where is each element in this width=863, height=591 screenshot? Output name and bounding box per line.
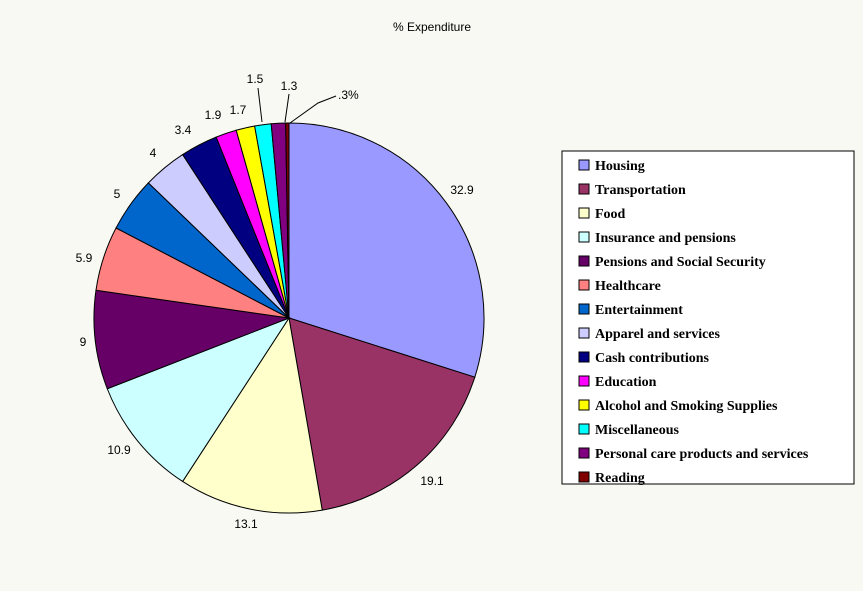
data-labels: 32.9 19.1 13.1 10.9 9 5.9 5 4 3.4 1.9 1.7 1.5 1.3 .3% [76, 72, 474, 531]
pie-slice-reading [285, 122, 290, 319]
pie-slice-food [181, 316, 323, 514]
data-label: 5 [114, 187, 121, 201]
chart-title: % Expenditure [393, 20, 471, 34]
legend-label: Miscellaneous [595, 423, 680, 438]
legend-swatch [578, 423, 590, 435]
legend-label: Healthcare [595, 279, 661, 294]
legend-label: Food [595, 207, 626, 222]
leader-line [289, 95, 337, 124]
leader-line [257, 87, 263, 123]
legend-swatch [578, 375, 590, 387]
data-label: 1.5 [247, 72, 264, 86]
data-label: 4 [150, 146, 157, 160]
legend-swatch [578, 159, 590, 171]
data-label: 19.1 [420, 474, 444, 488]
pie-slice-insurance-and-pensions [106, 316, 291, 483]
legend-label: Reading [595, 471, 645, 486]
data-label: .3% [338, 88, 359, 102]
data-label: 13.1 [234, 517, 258, 531]
legend-swatch [578, 447, 590, 459]
legend-swatch [578, 399, 590, 411]
pie-slices [93, 122, 485, 514]
data-label: 9 [80, 335, 87, 349]
legend-label: Insurance and pensions [595, 231, 736, 246]
legend-swatch [578, 279, 590, 291]
legend-label: Pensions and Social Security [595, 255, 766, 270]
legend-swatch [578, 183, 590, 195]
legend-swatch [578, 351, 590, 363]
legend-label: Education [595, 375, 657, 390]
pie-slice-housing [288, 122, 485, 378]
leader-lines [257, 87, 337, 124]
data-label: 10.9 [107, 443, 131, 457]
pie-slice-transportation [288, 317, 476, 511]
leader-line [284, 93, 290, 123]
legend-box [561, 150, 855, 485]
legend-label: Apparel and services [595, 327, 721, 342]
legend-label: Personal care products and services [595, 447, 809, 462]
data-label: 1.9 [205, 108, 222, 122]
legend-swatch [578, 255, 590, 267]
data-label: 32.9 [450, 183, 474, 197]
legend-swatch [578, 207, 590, 219]
legend: Housing Transportation Food Insurance and p… [561, 150, 855, 486]
data-label: 3.4 [175, 123, 192, 137]
legend-label: Housing [595, 159, 645, 174]
legend-label: Alcohol and Smoking Supplies [595, 399, 778, 414]
legend-label: Entertainment [595, 303, 683, 318]
data-label: 5.9 [76, 251, 93, 265]
data-label: 1.7 [230, 103, 247, 117]
legend-label: Transportation [595, 183, 686, 198]
legend-swatch [578, 231, 590, 243]
pie-slice-pensions-and-social-security [93, 289, 291, 390]
legend-swatch [578, 303, 590, 315]
data-label: 1.3 [281, 79, 298, 93]
legend-swatch [578, 327, 590, 339]
legend-swatch [578, 471, 590, 483]
legend-label: Cash contributions [595, 351, 710, 366]
